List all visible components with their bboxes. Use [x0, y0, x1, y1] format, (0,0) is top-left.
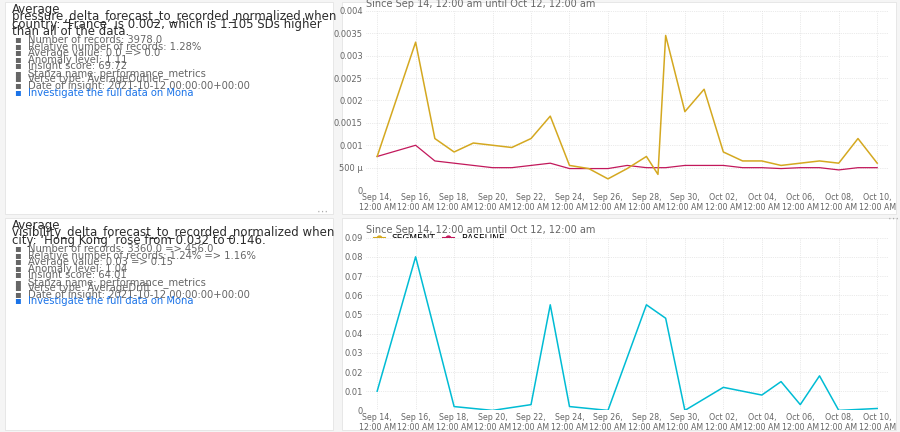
Text: city: ‘Hong Kong’ rose from 0.032 to 0.146.: city: ‘Hong Kong’ rose from 0.032 to 0.1… — [12, 234, 266, 247]
Text: ▪  Number of records: 3360.0 => 456.0: ▪ Number of records: 3360.0 => 456.0 — [14, 244, 213, 254]
Text: ▪  Stanza name: performance_metrics: ▪ Stanza name: performance_metrics — [14, 277, 206, 288]
Text: Since Sep 14, 12:00 am until Oct 12, 12:00 am: Since Sep 14, 12:00 am until Oct 12, 12:… — [365, 226, 595, 235]
Text: ⋯: ⋯ — [888, 214, 899, 224]
Text: ▪  Verse type: AverageDrift: ▪ Verse type: AverageDrift — [14, 283, 150, 293]
Legend: SEGMENT, BASELINE: SEGMENT, BASELINE — [370, 230, 508, 247]
Text: than all of the data.: than all of the data. — [12, 25, 129, 38]
Text: ▪  Number of records: 3978.0: ▪ Number of records: 3978.0 — [14, 35, 162, 45]
Text: ▪  Anomaly level: 1.04: ▪ Anomaly level: 1.04 — [14, 264, 127, 273]
Text: Average: Average — [12, 3, 60, 16]
Text: ▪  Date of insight: 2021-10-12 00:00:00+00:00: ▪ Date of insight: 2021-10-12 00:00:00+0… — [14, 290, 249, 300]
Text: ▪  Date of insight: 2021-10-12 00:00:00+00:00: ▪ Date of insight: 2021-10-12 00:00:00+0… — [14, 81, 249, 91]
Text: country: ‘France’ is 0.002, which is 1.105 SDs higher: country: ‘France’ is 0.002, which is 1.1… — [12, 18, 321, 31]
Text: pressure_delta_forecast_to_recorded_normalized when: pressure_delta_forecast_to_recorded_norm… — [12, 10, 336, 23]
Text: Since Sep 14, 12:00 am until Oct 12, 12:00 am: Since Sep 14, 12:00 am until Oct 12, 12:… — [365, 0, 595, 9]
Text: ▪  Investigate the full data on Mona: ▪ Investigate the full data on Mona — [14, 88, 194, 98]
Text: ⋯: ⋯ — [317, 0, 328, 1]
Text: ▪  Insight score: 64.01: ▪ Insight score: 64.01 — [14, 270, 127, 280]
Text: ▪  Verse type: AverageOutlier: ▪ Verse type: AverageOutlier — [14, 74, 162, 84]
Text: ▪  Anomaly level: 1.11: ▪ Anomaly level: 1.11 — [14, 55, 128, 65]
Text: Average: Average — [12, 219, 60, 232]
Text: ▪  Insight score: 69.72: ▪ Insight score: 69.72 — [14, 61, 127, 71]
Text: visibility_delta_forecast_to_recorded_normalized when: visibility_delta_forecast_to_recorded_no… — [12, 226, 334, 239]
Text: ▪  Investigate the full data on Mona: ▪ Investigate the full data on Mona — [14, 296, 194, 306]
Text: ▪  Average value: 0.03 => 0.15: ▪ Average value: 0.03 => 0.15 — [14, 257, 173, 267]
Text: ▪  Average value: 0.0 => 0.0: ▪ Average value: 0.0 => 0.0 — [14, 48, 160, 58]
Text: ▪  Relative number of records: 1.28%: ▪ Relative number of records: 1.28% — [14, 42, 201, 52]
Text: ⋯: ⋯ — [317, 207, 328, 217]
Text: ▪  Stanza name: performance_metrics: ▪ Stanza name: performance_metrics — [14, 68, 206, 79]
Text: ▪  Relative number of records: 1.24% => 1.16%: ▪ Relative number of records: 1.24% => 1… — [14, 251, 256, 260]
